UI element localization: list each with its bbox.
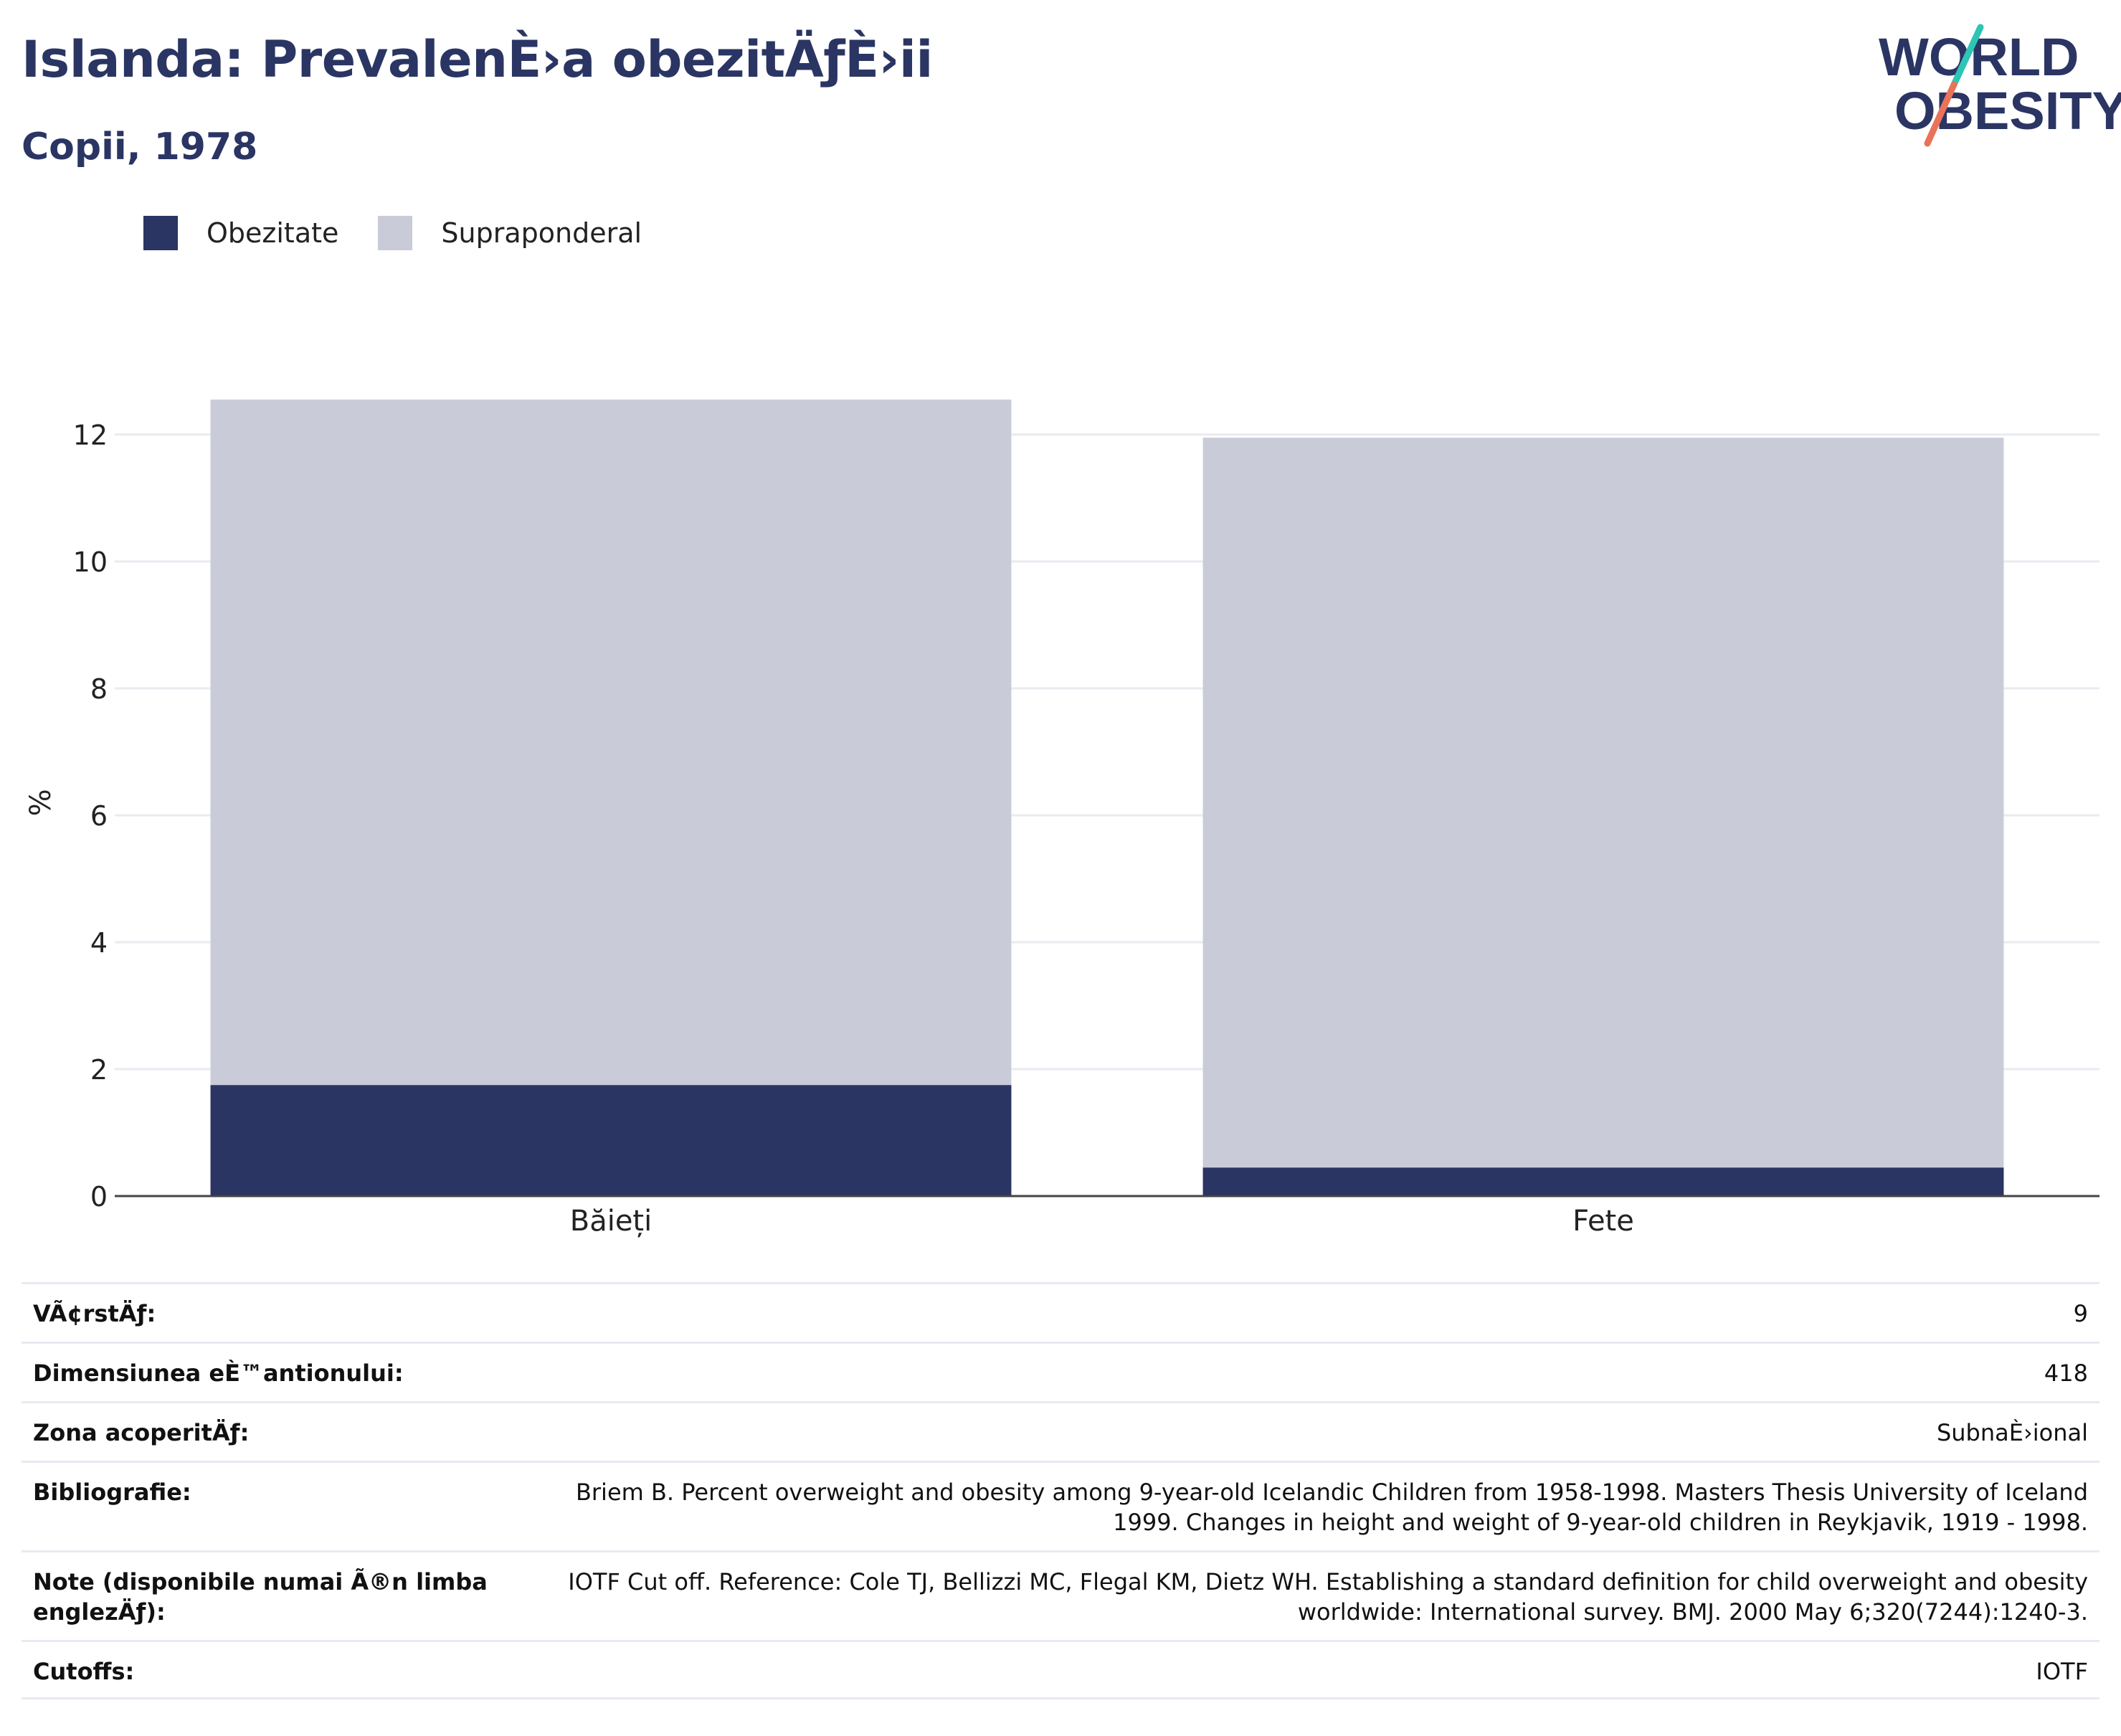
legend-item-supraponderal: Supraponderal [378, 216, 642, 250]
legend-swatch-obezitate [143, 216, 178, 250]
bar-supraponderal-0 [210, 399, 1012, 1086]
meta-value-area: SubnaÈ›ional [1936, 1419, 2088, 1446]
meta-key-cutoffs: Cutoffs: [33, 1658, 135, 1685]
meta-row-area: Zona acoperitÄƒ: SubnaÈ›ional [22, 1401, 2099, 1461]
chart-legend: Obezitate Supraponderal [143, 215, 681, 251]
y-tick-label-8: 8 [90, 673, 108, 705]
meta-row-age: VÃ¢rstÄƒ: 9 [22, 1282, 2099, 1342]
meta-value-bibliography: Briem B. Percent overweight and obesity … [575, 1479, 2088, 1536]
y-axis-label: % [24, 789, 57, 816]
x-tick-label-0: Băieți [570, 1205, 652, 1238]
bar-obezitate-1 [1202, 1167, 2004, 1196]
meta-key-age: VÃ¢rstÄƒ: [33, 1300, 156, 1327]
meta-value-notes: IOTF Cut off. Reference: Cole TJ, Belliz… [568, 1568, 2088, 1626]
page-subtitle: Copii, 1978 [22, 125, 258, 169]
meta-value-age: 9 [2073, 1300, 2088, 1327]
logo-slash-top [1950, 24, 1984, 88]
metadata-table: VÃ¢rstÄƒ: 9 Dimensiunea eÈ™antionului: 4… [22, 1282, 2099, 1699]
meta-row-notes: Note (disponibile numai Ã®n limba englez… [22, 1550, 2099, 1640]
y-tick-label-6: 6 [90, 800, 108, 832]
legend-item-obezitate: Obezitate [143, 216, 338, 250]
meta-value-cutoffs: IOTF [2036, 1658, 2088, 1685]
page-title: Islanda: PrevalenÈ›a obezitÄƒÈ›ii [22, 30, 933, 89]
legend-label-supraponderal: Supraponderal [441, 217, 642, 249]
meta-row-sample-size: Dimensiunea eÈ™antionului: 418 [22, 1342, 2099, 1401]
legend-swatch-supraponderal [378, 216, 413, 250]
legend-label-obezitate: Obezitate [207, 217, 339, 249]
y-tick-label-2: 2 [90, 1054, 108, 1086]
y-tick-label-0: 0 [90, 1181, 108, 1213]
y-tick-label-4: 4 [90, 927, 108, 959]
meta-key-notes: Note (disponibile numai Ã®n limba englez… [33, 1568, 488, 1626]
world-obesity-logo: WORLD OBESITY [1871, 22, 2121, 151]
meta-row-cutoffs: Cutoffs: IOTF [22, 1640, 2099, 1699]
meta-key-bibliography: Bibliografie: [33, 1479, 191, 1506]
meta-key-sample-size: Dimensiunea eÈ™antionului: [33, 1360, 404, 1387]
x-tick-label-1: Fete [1572, 1205, 1634, 1238]
chart-svg: 0 2 4 6 8 10 12 Băieți Fete% [24, 399, 2099, 1238]
bar-obezitate-0 [210, 1085, 1012, 1196]
bar-supraponderal-1 [1202, 437, 2004, 1168]
logo-slash-bottom [1924, 81, 1958, 147]
meta-key-area: Zona acoperitÄƒ: [33, 1419, 250, 1446]
y-tick-label-10: 10 [73, 546, 108, 578]
meta-value-sample-size: 418 [2044, 1360, 2088, 1387]
bar-chart: 0 2 4 6 8 10 12 Băieți Fete% [0, 344, 2121, 1248]
meta-row-bibliography: Bibliografie: Briem B. Percent overweigh… [22, 1461, 2099, 1550]
logo-text-obesity: OBESITY [1894, 81, 2121, 141]
y-tick-label-12: 12 [73, 419, 108, 451]
